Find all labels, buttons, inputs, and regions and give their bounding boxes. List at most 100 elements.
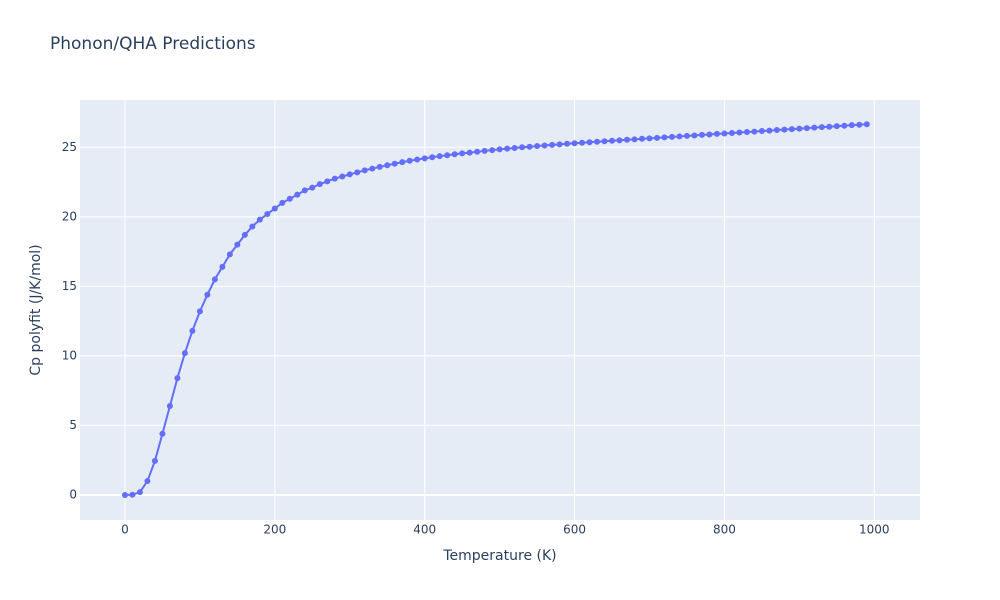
- data-point: [631, 136, 638, 143]
- data-point: [676, 133, 683, 140]
- data-point: [526, 143, 533, 150]
- data-point: [316, 181, 323, 188]
- data-point: [294, 191, 301, 198]
- data-point: [489, 147, 496, 154]
- data-point: [466, 149, 473, 156]
- data-point: [728, 129, 735, 136]
- data-point: [766, 127, 773, 134]
- data-point: [219, 263, 226, 270]
- data-point: [504, 145, 511, 152]
- data-point: [736, 129, 743, 136]
- data-point: [211, 276, 218, 283]
- data-point: [534, 143, 541, 150]
- data-point: [391, 160, 398, 167]
- data-point: [324, 178, 331, 185]
- data-point: [556, 141, 563, 148]
- data-point: [773, 127, 780, 134]
- data-point: [496, 146, 503, 153]
- data-point: [818, 124, 825, 131]
- data-point: [421, 155, 428, 162]
- data-point: [616, 137, 623, 144]
- data-point: [601, 138, 608, 145]
- data-point: [856, 121, 863, 128]
- data-point: [781, 126, 788, 133]
- data-point: [668, 133, 675, 140]
- data-point: [159, 430, 166, 437]
- data-point: [803, 125, 810, 132]
- data-point: [279, 199, 286, 206]
- data-point: [811, 124, 818, 131]
- data-point: [706, 131, 713, 138]
- data-point: [646, 135, 653, 142]
- data-point: [474, 148, 481, 155]
- y-tick-label: 0: [69, 487, 77, 501]
- data-point: [698, 131, 705, 138]
- data-point: [129, 491, 136, 498]
- y-tick-label: 15: [62, 279, 77, 293]
- data-point: [683, 132, 690, 139]
- x-tick-label: 1000: [859, 523, 890, 537]
- data-point: [841, 122, 848, 129]
- data-point: [331, 175, 338, 182]
- data-point: [444, 152, 451, 159]
- data-point: [564, 140, 571, 147]
- data-point: [136, 489, 143, 496]
- data-point: [571, 140, 578, 147]
- data-point: [541, 142, 548, 149]
- data-point: [121, 491, 128, 498]
- data-point: [414, 156, 421, 163]
- data-point: [174, 375, 181, 382]
- x-tick-label: 800: [713, 523, 736, 537]
- data-point: [751, 128, 758, 135]
- data-point: [788, 126, 795, 133]
- data-point: [713, 130, 720, 137]
- data-point: [354, 169, 361, 176]
- data-point: [406, 157, 413, 164]
- data-point: [249, 223, 256, 230]
- data-point: [519, 144, 526, 151]
- data-point: [848, 122, 855, 129]
- data-point: [369, 165, 376, 172]
- data-point: [181, 350, 188, 357]
- data-point: [758, 128, 765, 135]
- data-point: [196, 308, 203, 315]
- data-point: [653, 134, 660, 141]
- x-axis-title: Temperature (K): [442, 548, 556, 564]
- data-point: [204, 291, 211, 298]
- data-point: [459, 150, 466, 157]
- y-tick-label: 20: [62, 209, 77, 223]
- y-tick-label: 25: [62, 140, 77, 154]
- data-point: [286, 195, 293, 202]
- data-point: [743, 128, 750, 135]
- data-point: [271, 205, 278, 212]
- data-point: [796, 125, 803, 132]
- data-point: [256, 216, 263, 223]
- x-tick-label: 200: [263, 523, 286, 537]
- data-point: [549, 141, 556, 148]
- data-point: [863, 121, 870, 128]
- data-point: [301, 187, 308, 194]
- data-point: [429, 154, 436, 161]
- data-point: [339, 173, 346, 180]
- data-point: [436, 153, 443, 160]
- data-point: [691, 132, 698, 139]
- data-point: [833, 123, 840, 130]
- data-point: [241, 231, 248, 238]
- data-point: [826, 123, 833, 130]
- plot-area: [80, 100, 920, 520]
- data-point: [638, 135, 645, 142]
- data-point: [586, 139, 593, 146]
- y-axis-title: Cp polyfit (J/K/mol): [28, 244, 44, 375]
- data-point: [226, 251, 233, 258]
- data-point: [579, 139, 586, 146]
- data-point: [661, 134, 668, 141]
- data-point: [309, 184, 316, 191]
- chart-title: Phonon/QHA Predictions: [50, 34, 256, 54]
- data-point: [234, 241, 241, 248]
- x-tick-label: 0: [121, 523, 129, 537]
- x-tick-label: 600: [563, 523, 586, 537]
- data-point: [451, 151, 458, 158]
- y-tick-label: 10: [62, 348, 77, 362]
- data-point: [609, 137, 616, 144]
